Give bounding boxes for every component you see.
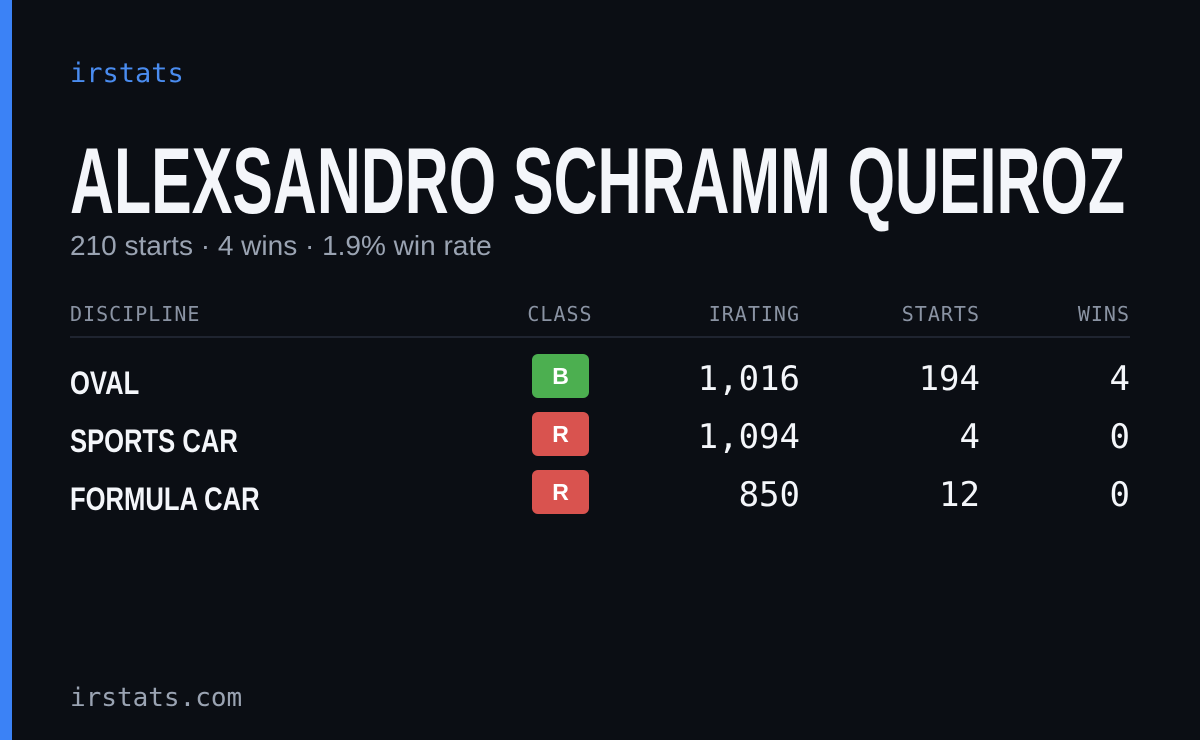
wins: 4 xyxy=(1110,359,1130,399)
starts: 12 xyxy=(939,475,980,515)
column-header: CLASS xyxy=(527,302,592,326)
class-badge xyxy=(532,470,589,514)
discipline: SPORTS CAR xyxy=(70,423,238,459)
irating: 1,094 xyxy=(698,417,800,457)
discipline: FORMULA CAR xyxy=(70,481,260,517)
irating: 1,016 xyxy=(698,359,800,399)
class-letter: R xyxy=(552,479,569,505)
irating: 850 xyxy=(739,475,800,515)
discipline: OVAL xyxy=(70,365,139,401)
starts: 4 xyxy=(960,417,980,457)
footer: irstats.com xyxy=(70,683,242,713)
brand: irstats xyxy=(70,58,184,89)
column-header: WINS xyxy=(1078,302,1130,326)
wins: 0 xyxy=(1110,417,1130,457)
column-header: STARTS xyxy=(902,302,980,326)
wins: 0 xyxy=(1110,475,1130,515)
class-letter: R xyxy=(552,421,569,447)
accent-bar xyxy=(0,0,12,740)
starts: 194 xyxy=(919,359,980,399)
column-header: IRATING xyxy=(709,302,800,326)
class-letter: B xyxy=(552,363,569,389)
player-name: ALEXSANDRO SCHRAMM QUEIROZ xyxy=(70,128,1125,233)
class-badge xyxy=(532,354,589,398)
column-header: DISCIPLINE xyxy=(70,302,200,326)
class-badge xyxy=(532,412,589,456)
player-summary: 210 starts · 4 wins · 1.9% win rate xyxy=(70,230,492,261)
